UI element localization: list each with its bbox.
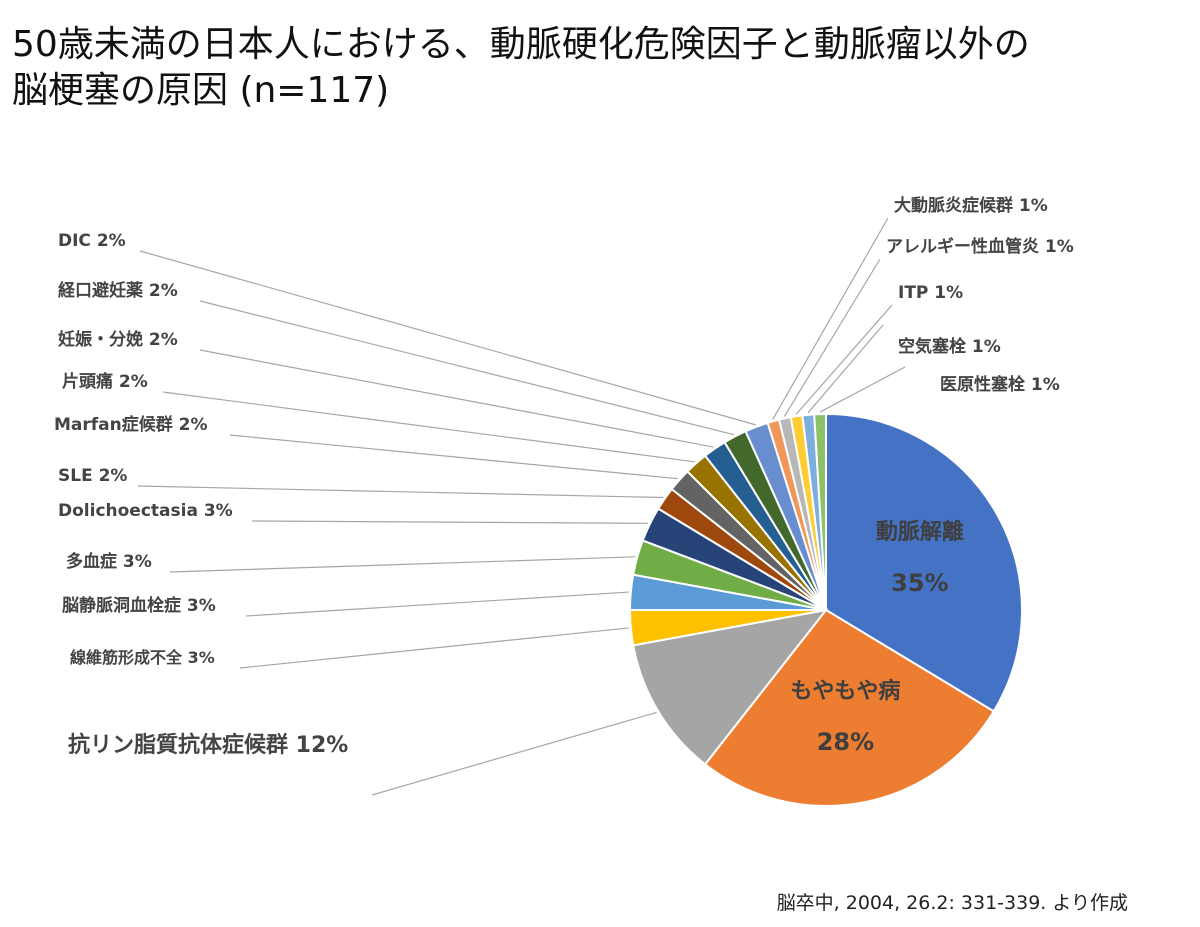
leader-line-11 (199, 349, 714, 448)
slice-label-11: 妊娠・分娩 2% (58, 329, 178, 350)
slice-label-5: 脳静脈洞血栓症 3% (62, 595, 216, 616)
leader-line-17 (807, 324, 884, 414)
slice-label-2: もやもや病 (790, 678, 900, 704)
chart-title: 50歳未満の日本人における、動脈硬化危険因子と動脈瘤以外の 脳梗塞の原因 (n=… (12, 22, 1162, 114)
leader-line-6 (169, 556, 636, 573)
leader-line-5 (245, 591, 629, 617)
slice-label-13: DIC 2% (58, 231, 126, 251)
slice-label-7: Dolichoectasia 3% (58, 501, 233, 521)
title-line-1: 50歳未満の日本人における、動脈硬化危険因子と動脈瘤以外の (12, 24, 1030, 65)
leader-line-4 (239, 627, 629, 669)
slice-label-17: 空気塞栓 1% (898, 336, 1001, 357)
leader-line-14 (772, 217, 889, 420)
slice-value-1: 35% (891, 569, 948, 597)
slice-label-8: SLE 2% (58, 466, 127, 486)
leader-line-10 (162, 391, 695, 463)
slice-value-2: 28% (817, 728, 874, 756)
leader-line-12 (199, 300, 735, 436)
slice-label-15: アレルギー性血管炎 1% (886, 236, 1074, 257)
leader-line-9 (229, 434, 678, 480)
slice-label-1: 動脈解離 (876, 519, 964, 545)
slice-label-16: ITP 1% (898, 283, 963, 303)
pie-slice-2 (703, 608, 996, 807)
pie-slice-18 (813, 412, 827, 611)
leader-line-3 (371, 711, 657, 796)
leader-line-8 (137, 485, 664, 499)
leader-line-16 (795, 304, 893, 415)
slice-label-4: 線維筋形成不全 3% (70, 648, 215, 667)
leader-line-15 (783, 258, 881, 417)
slice-label-9: Marfan症候群 2% (54, 414, 208, 435)
source-citation: 脳卒中, 2004, 26.2: 331-339. より作成 (776, 892, 1128, 914)
leader-line-18 (819, 366, 906, 413)
slice-label-10: 片頭痛 2% (62, 371, 148, 392)
title-line-2: 脳梗塞の原因 (n=117) (12, 70, 390, 111)
pie-slice-1 (825, 412, 1023, 713)
slice-label-3: 抗リン脂質抗体症候群 12% (68, 732, 348, 758)
leader-line-13 (139, 250, 756, 426)
slice-label-14: 大動脈炎症候群 1% (894, 195, 1048, 216)
slice-label-6: 多血症 3% (66, 551, 152, 572)
slice-label-12: 経口避妊薬 2% (58, 280, 178, 301)
pie-slice-3 (632, 608, 829, 766)
leader-line-7 (251, 520, 648, 524)
slice-label-18: 医原性塞栓 1% (940, 374, 1060, 395)
